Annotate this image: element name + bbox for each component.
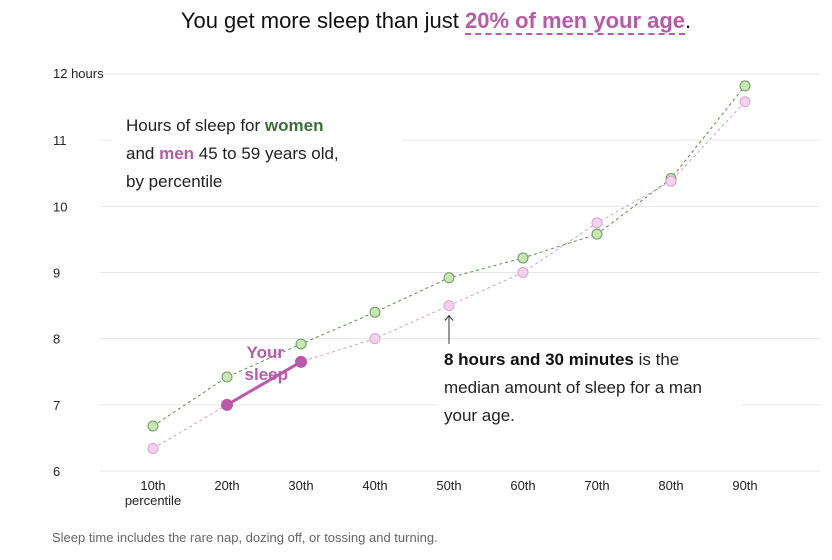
headline-suffix: . [685, 8, 692, 33]
x-tick-10th: 10th [140, 478, 165, 493]
legend-box: Hours of sleep for women and men 45 to 5… [112, 110, 402, 200]
y-tick-9: 9 [53, 266, 60, 281]
y-axis-ticks: 6 7 8 9 10 11 12 hours [53, 66, 104, 479]
annotation-rest: is the median amount of sleep for a man … [444, 350, 702, 425]
series-women [147, 80, 751, 432]
your-sleep-label-line2: sleep [245, 365, 288, 384]
median-arrow [444, 314, 454, 344]
your-sleep-point-20th [221, 398, 233, 411]
footnote: Sleep time includes the rare nap, dozing… [52, 530, 438, 545]
point-men-80th [665, 175, 677, 187]
point-men-90th [739, 96, 751, 108]
y-tick-11: 11 [53, 133, 67, 148]
median-annotation: 8 hours and 30 minutes is the median amo… [436, 346, 742, 434]
headline-highlight: 20% of men your age [464, 8, 686, 35]
point-men-60th [517, 267, 529, 278]
point-women-50th [443, 272, 455, 284]
x-axis-ticks: 10th 20th 30th 40th 50th 60th 70th 80th 90th perc… [125, 478, 758, 508]
point-women-90th [739, 80, 751, 92]
x-tick-80th: 80th [658, 478, 683, 493]
x-tick-sub: percentile [125, 493, 181, 508]
legend-women: women [264, 116, 324, 135]
annotation-bold: 8 hours and 30 minutes [444, 350, 634, 369]
y-tick-12: 12 hours [53, 66, 104, 81]
headline: You get more sleep than just 20% of men … [0, 8, 832, 35]
your-sleep-point-30th [295, 355, 307, 368]
your-sleep-line [226, 360, 302, 407]
median-arrow-head [444, 314, 454, 321]
legend-line3: by percentile [126, 172, 223, 191]
grid-lines [100, 73, 820, 472]
x-tick-70th: 70th [584, 478, 609, 493]
point-women-20th [221, 371, 233, 383]
x-tick-40th: 40th [362, 478, 387, 493]
y-tick-6: 6 [53, 464, 60, 479]
point-men-50th [443, 300, 455, 312]
point-women-60th [517, 252, 529, 264]
point-women-40th [369, 306, 381, 318]
your-sleep-layer: Your sleep [221, 343, 307, 411]
x-tick-60th: 60th [510, 478, 535, 493]
point-men-40th [369, 333, 381, 345]
point-men-10th [147, 443, 159, 455]
x-tick-90th: 90th [732, 478, 757, 493]
y-tick-8: 8 [53, 332, 60, 347]
point-women-70th [591, 228, 603, 240]
legend-line1-prefix: Hours of sleep for [126, 116, 265, 135]
point-women-10th [147, 420, 159, 432]
your-sleep-label-line1: Your [247, 343, 285, 362]
legend-and: and [126, 144, 160, 163]
legend-men: men [159, 144, 195, 163]
legend-line2-suffix: 45 to 59 years old, [194, 144, 339, 163]
sleep-chart: 6 7 8 9 10 11 12 hours 10th 20th 30th 40th 50th 60t… [53, 66, 820, 508]
point-men-70th [591, 217, 603, 229]
x-tick-20th: 20th [214, 478, 239, 493]
y-tick-10: 10 [53, 199, 67, 214]
y-tick-7: 7 [53, 398, 60, 413]
point-women-30th [295, 338, 307, 350]
x-tick-30th: 30th [288, 478, 313, 493]
x-tick-50th: 50th [436, 478, 461, 493]
headline-prefix: You get more sleep than just [180, 8, 465, 33]
series-layer [147, 80, 751, 455]
